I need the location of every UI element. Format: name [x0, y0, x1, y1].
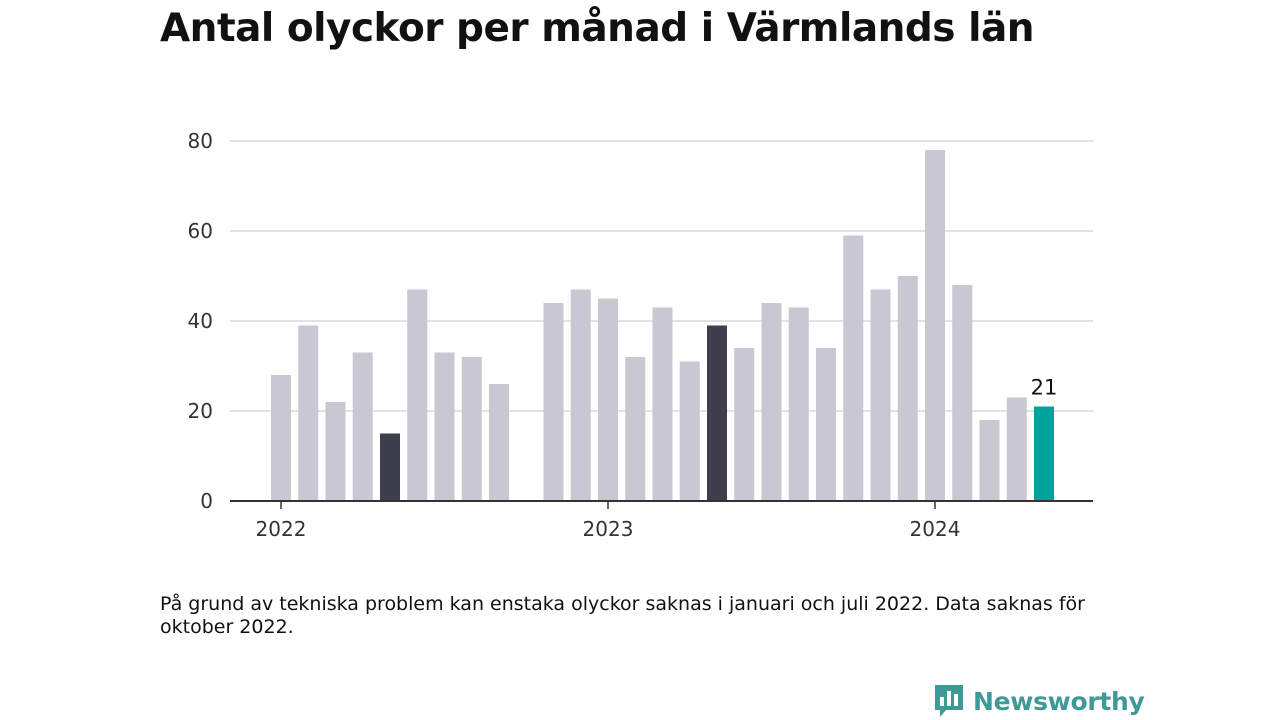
bar-2024-05: [1034, 406, 1054, 501]
x-axis-ticks: 2022 2023 2024: [256, 501, 961, 541]
bar-2023-01: [598, 298, 618, 501]
y-tick-label: 60: [188, 219, 213, 243]
bar-2024-04: [1006, 397, 1027, 501]
footnote: På grund av tekniska problem kan enstaka…: [160, 593, 1085, 638]
x-tick-label: 2022: [256, 517, 307, 541]
bar-chart: 0 20 40 60 80 2022 2023 2024 21: [188, 129, 1093, 541]
bar-2024-01: [925, 150, 945, 501]
bar-2023-05: [707, 325, 727, 501]
bar-2024-02: [952, 285, 973, 501]
bar-2023-03: [652, 307, 673, 501]
bar-2023-06: [734, 348, 755, 501]
y-tick-label: 80: [188, 129, 213, 153]
value-labels: 21: [1031, 376, 1058, 400]
x-tick-label: 2024: [910, 517, 961, 541]
bar-2022-05: [380, 433, 400, 501]
bar-2023-04: [679, 361, 700, 501]
bar-2022-07: [434, 352, 455, 501]
newsworthy-logo-icon: [935, 685, 963, 717]
bar-2022-11: [543, 303, 564, 501]
bar-2023-07: [761, 303, 782, 501]
bar-2023-08: [788, 307, 809, 501]
bar-2022-02: [298, 325, 319, 501]
bar-2023-12: [897, 276, 918, 501]
chart-title: Antal olyckor per månad i Värmlands län: [160, 6, 1035, 51]
y-tick-label: 20: [188, 399, 213, 423]
bar-2023-09: [816, 348, 836, 501]
bar-2022-08: [461, 357, 482, 501]
bar-2022-06: [407, 289, 428, 501]
bar-2022-04: [352, 352, 373, 501]
bar-2024-03: [979, 420, 1000, 501]
bars: [271, 150, 1054, 501]
value-label: 21: [1031, 376, 1058, 400]
y-axis-ticks: 0 20 40 60 80: [188, 129, 213, 513]
bar-2023-10: [843, 235, 864, 501]
bar-2022-01: [271, 375, 291, 501]
bar-2022-09: [489, 384, 509, 501]
brand-logo[interactable]: Newsworthy: [933, 683, 1145, 719]
x-tick-label: 2023: [583, 517, 634, 541]
bar-2022-12: [570, 289, 591, 501]
y-tick-label: 40: [188, 309, 213, 333]
bar-2023-02: [625, 357, 646, 501]
bar-2022-03: [325, 402, 346, 501]
y-tick-label: 0: [200, 489, 213, 513]
brand-name: Newsworthy: [973, 686, 1145, 716]
bar-2023-11: [870, 289, 891, 501]
